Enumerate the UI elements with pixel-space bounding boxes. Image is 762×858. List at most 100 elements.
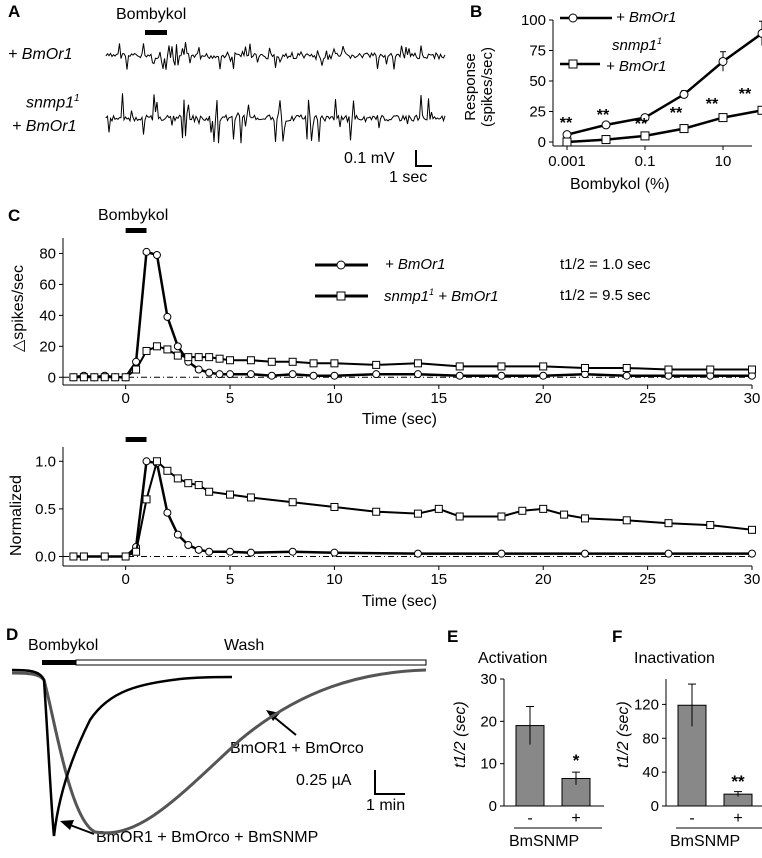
panel-c-stimulus-label: Bombykol (98, 207, 169, 224)
y-tick-label: 120 (634, 696, 659, 713)
panel-a-label-ctrl-text: + BmOr1 (8, 46, 73, 63)
series-line (566, 109, 762, 144)
data-point-square (184, 479, 193, 488)
significance-mark: ** (706, 96, 719, 113)
x-tick-label: 30 (744, 571, 761, 588)
x-tick-label: 20 (535, 571, 552, 588)
data-point-circle (226, 547, 235, 556)
panel-a-label-mut-gene: snmp1 (26, 94, 75, 112)
data-point-square (748, 365, 756, 374)
y-tick-label: 0.0 (35, 548, 56, 565)
y-tick-label: 20 (39, 338, 56, 355)
data-point-circle (184, 541, 193, 550)
panel-label-c: C (8, 206, 21, 225)
data-point-circle (330, 548, 339, 557)
data-point-square (757, 105, 762, 115)
data-point-circle (205, 547, 214, 556)
data-point-circle (580, 549, 589, 558)
significance-mark: ** (597, 107, 610, 124)
panel-a-stimulus-label: Bombykol (116, 6, 187, 23)
panel-c-legend-ctrl: + BmOr1 (385, 256, 446, 273)
data-point-square (132, 365, 141, 374)
series-line (73, 345, 752, 379)
data-point-square (194, 481, 203, 490)
data-point-circle (679, 89, 689, 99)
data-point-circle (622, 371, 631, 380)
data-point-circle (142, 247, 151, 256)
x-tick-label: 5 (226, 571, 234, 588)
data-point-circle (173, 342, 182, 351)
data-point-square (163, 345, 172, 354)
panel-a-label-mut-1: snmp11 (26, 93, 80, 112)
data-point-square (79, 552, 88, 561)
y-tick-label: 0 (538, 134, 546, 151)
data-point-square (560, 510, 569, 519)
panel-c-legend-mut-rest: + BmOr1 (434, 288, 499, 305)
panel-f-chart: 0 40 80 120 - + ** (634, 679, 762, 829)
data-point-square (142, 495, 151, 504)
data-point-square (330, 359, 339, 368)
significance-mark: ** (635, 116, 648, 133)
data-point-square (121, 373, 130, 382)
data-point-circle (152, 251, 161, 260)
data-point-circle (748, 549, 756, 558)
panel-e-xlabel: BmSNMP (509, 833, 580, 850)
panel-b-legend-mut-1: snmp11 (612, 36, 662, 54)
y-tick-label: 75 (529, 43, 546, 60)
panel-c-thalf-ctrl: t1/2 = 1.0 sec (560, 256, 651, 273)
data-point-circle (413, 370, 422, 379)
data-point-square (413, 359, 422, 368)
x-tick-label: 10 (326, 390, 343, 407)
data-point-circle (664, 549, 673, 558)
panel-d-arrow-black-head (60, 820, 74, 830)
y-tick-label: 30 (480, 671, 497, 688)
y-tick-label: 40 (39, 307, 56, 324)
x-tick-label: 25 (639, 571, 656, 588)
legend-marker-mut (568, 59, 578, 69)
data-point-square (194, 353, 203, 362)
panel-c-thalf-mut: t1/2 = 9.5 sec (560, 287, 651, 304)
data-point-square (246, 493, 255, 502)
data-point-square (226, 490, 235, 499)
panel-b-legend-mut-sup: 1 (657, 36, 663, 46)
y-tick-label: 50 (529, 73, 546, 90)
data-point-square (309, 359, 318, 368)
data-point-square (205, 487, 214, 496)
category-label: + (571, 810, 580, 827)
data-point-circle (497, 549, 506, 558)
data-point-square (562, 137, 572, 147)
y-tick-label: 1.0 (35, 453, 56, 470)
panel-d-stimulus-bar (42, 660, 76, 665)
panel-b-chart: 0 25 50 75 100 0.001 0.1 10 ** ** ** ** ** ** (521, 12, 762, 170)
data-point-square (69, 373, 78, 382)
significance-mark: * (573, 751, 580, 770)
data-point-square (580, 363, 589, 372)
x-tick-label: 0.1 (635, 153, 656, 170)
data-point-square (497, 512, 506, 521)
x-tick-label: 10 (715, 153, 732, 170)
panel-f-title: Inactivation (634, 650, 715, 667)
panel-b-legend-mut-2: + BmOr1 (606, 58, 667, 75)
panel-d-scale-i: 0.25 µA (296, 772, 352, 789)
data-point-square (215, 354, 224, 363)
panel-c-legend-mut-gene: snmp1 (384, 288, 430, 305)
data-point-circle (539, 371, 548, 380)
current-trace-gray (11, 668, 427, 835)
data-point-square (90, 373, 99, 382)
y-tick-label: 0 (651, 798, 659, 815)
data-point-circle (246, 548, 255, 557)
data-point-square (100, 552, 109, 561)
panel-b-legend-mut-gene: snmp1 (612, 37, 658, 54)
category-label: - (689, 810, 694, 827)
data-point-circle (640, 113, 650, 123)
panel-a-label-mut-2: + BmOr1 (12, 118, 77, 135)
data-point-square (246, 356, 255, 365)
significance-mark: ** (731, 772, 745, 791)
category-label: - (527, 810, 532, 827)
spike-trace (105, 41, 446, 70)
data-point-square (455, 512, 464, 521)
panel-c-bottom-chart: 0.0 0.5 1.0 0 5 10 15 20 25 30 (35, 437, 760, 588)
panel-c-top-xlabel: Time (sec) (362, 411, 437, 428)
panel-a-label-ctrl: + BmOr1 (8, 46, 72, 64)
current-trace-black (11, 668, 233, 837)
